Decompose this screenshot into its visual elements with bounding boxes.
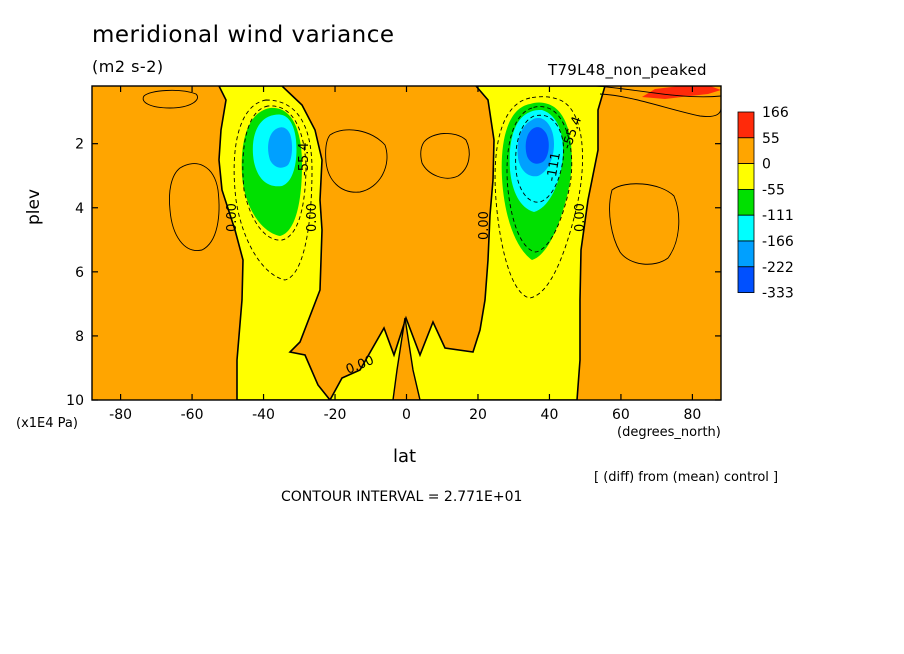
colorbar-label: -166 <box>762 234 794 250</box>
equatorial-positive-tongue <box>392 317 421 400</box>
colorbar-label: -222 <box>762 260 794 276</box>
colorbar-label: 55 <box>762 131 780 147</box>
sh-blue-region <box>268 127 293 168</box>
contour-label-nh-neg-2: -111 <box>544 151 564 183</box>
chart-title: meridional wind variance <box>92 22 395 48</box>
contour-label-sh-zero-2: 0.00 <box>305 203 320 232</box>
contour-label-sh-neg: -55.4 <box>297 142 312 176</box>
x-tick-label: 40 <box>541 407 559 423</box>
x-axis-ticks: -80 -60 -40 -20 0 20 40 60 80 <box>109 86 701 423</box>
y-tick-label: 10 <box>66 393 84 409</box>
colorbar-swatch <box>737 188 755 216</box>
x-tick-label: -40 <box>252 407 275 423</box>
x-tick-label: 60 <box>612 407 630 423</box>
x-tick-label: 80 <box>683 407 701 423</box>
colorbar-swatch <box>737 214 755 242</box>
nh-red-region <box>642 86 721 99</box>
contour-label-eq-zero: 0.00 <box>477 211 492 240</box>
y-tick-label: 8 <box>75 329 84 345</box>
comparison-note: [ (diff) from (mean) control ] <box>594 470 779 485</box>
negative-contours <box>233 96 583 299</box>
y-axis-unit: (x1E4 Pa) <box>16 416 78 431</box>
y-tick-label: 4 <box>75 201 84 217</box>
x-tick-label: 0 <box>402 407 411 423</box>
colorbar: 166 55 0 -55 -111 -166 -222 -333 <box>737 105 794 302</box>
colorbar-label: -55 <box>762 182 785 198</box>
experiment-label: T79L48_non_peaked <box>548 61 707 79</box>
positive-contours <box>142 86 721 265</box>
colorbar-label: 166 <box>762 105 789 121</box>
colorbar-label: -111 <box>762 208 794 224</box>
colorbar-swatch <box>737 240 755 268</box>
y-axis-ticks: 2 4 6 8 10 <box>66 137 721 409</box>
colorbar-swatch <box>737 163 755 190</box>
y-tick-label: 2 <box>75 137 84 153</box>
contour-label-nh-zero: 0.00 <box>573 203 588 232</box>
x-tick-label: -60 <box>181 407 204 423</box>
nh-darkblue-region <box>525 127 549 164</box>
x-axis-unit: (degrees_north) <box>617 425 721 440</box>
colorbar-swatch <box>737 137 755 165</box>
contour-label-sh-zero: 0.00 <box>225 203 240 232</box>
colorbar-label: 0 <box>762 157 771 173</box>
colorbar-swatch <box>737 111 755 139</box>
colorbar-label: -333 <box>762 286 794 302</box>
x-tick-label: -20 <box>324 407 347 423</box>
x-tick-label: 20 <box>469 407 487 423</box>
plot-area: 0.00 0.00 0.00 0.00 0.00 -55.4 -55.4 -11… <box>92 86 721 400</box>
x-tick-label: -80 <box>109 407 132 423</box>
x-axis-label: lat <box>393 446 417 467</box>
chart-units: (m2 s-2) <box>92 57 164 76</box>
contour-interval: CONTOUR INTERVAL = 2.771E+01 <box>281 489 523 505</box>
y-tick-label: 6 <box>75 265 84 281</box>
colorbar-swatch <box>737 266 755 293</box>
